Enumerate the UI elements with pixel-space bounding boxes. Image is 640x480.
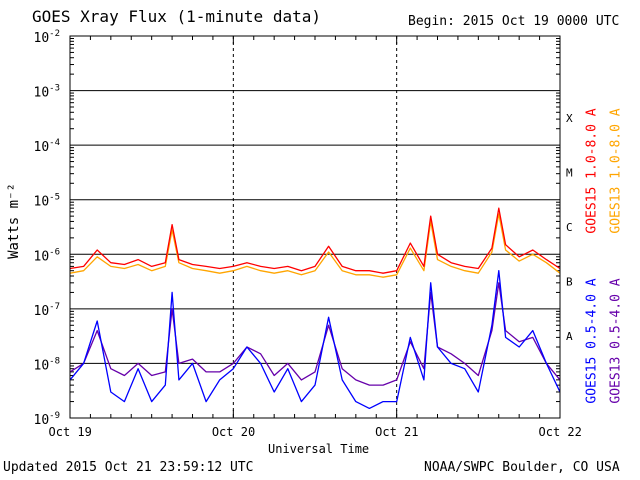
- y-tick-exponent: -7: [49, 302, 60, 312]
- x-tick-label: Oct 22: [538, 425, 582, 439]
- y-tick-label: 10-8: [34, 356, 61, 373]
- y-tick-exponent: -3: [49, 84, 60, 94]
- flare-class-labels: A B C M X: [566, 112, 573, 343]
- series-line-goes13-0-5-4-0-a: [69, 282, 561, 386]
- x-tick-label: Oct 20: [211, 425, 256, 439]
- y-tick-exponent: -9: [49, 411, 60, 421]
- legend-entry: GOES13 1.0-8.0 A: [608, 108, 624, 234]
- flare-class-label: X: [566, 112, 573, 125]
- y-tick-exponent: -4: [49, 138, 60, 148]
- x-tick-label: Oct 19: [48, 425, 92, 439]
- flare-class-label: B: [566, 276, 573, 289]
- y-tick-exponent: -5: [49, 193, 60, 203]
- credit-label: NOAA/SWPC Boulder, CO USA: [424, 460, 620, 475]
- flare-class-label: C: [566, 221, 573, 234]
- x-axis-label: Universal Time: [268, 442, 370, 456]
- begin-time-label: Begin: 2015 Oct 19 0000 UTC: [408, 14, 620, 29]
- y-tick-labels: 10-910-810-710-610-510-410-310-2: [34, 29, 61, 428]
- chart-title: GOES Xray Flux (1-minute data): [32, 7, 321, 26]
- y-tick-exponent: -6: [49, 247, 60, 257]
- x-tick-label: Oct 21: [375, 425, 419, 439]
- series-line-goes15-1-0-8-0-a: [69, 207, 561, 274]
- y-tick-exponent: -2: [49, 29, 60, 39]
- flare-class-label: M: [566, 166, 573, 179]
- series-lines: [69, 207, 561, 410]
- series-line-goes13-1-0-8-0-a: [69, 213, 561, 278]
- y-tick-label: 10-2: [34, 29, 61, 46]
- y-tick-label: 10-4: [34, 138, 61, 155]
- series-line-goes15-0-5-4-0-a: [69, 270, 561, 410]
- legend-entry: GOES13 0.5-4.0 A: [608, 278, 624, 404]
- legend-entry: GOES15 1.0-8.0 A: [584, 108, 600, 234]
- y-axis-label: Watts m⁻²: [6, 183, 22, 259]
- y-tick-label: 10-5: [34, 193, 61, 210]
- grid-lines: [69, 35, 561, 419]
- legend-entry: GOES15 0.5-4.0 A: [584, 278, 600, 404]
- y-tick-label: 10-6: [34, 247, 61, 264]
- y-tick-exponent: -8: [49, 356, 60, 366]
- flare-class-label: A: [566, 330, 573, 343]
- y-tick-label: 10-7: [34, 302, 61, 319]
- updated-timestamp: Updated 2015 Oct 21 23:59:12 UTC: [3, 460, 254, 475]
- plot-frame: [69, 35, 561, 419]
- y-tick-label: 10-3: [34, 84, 61, 101]
